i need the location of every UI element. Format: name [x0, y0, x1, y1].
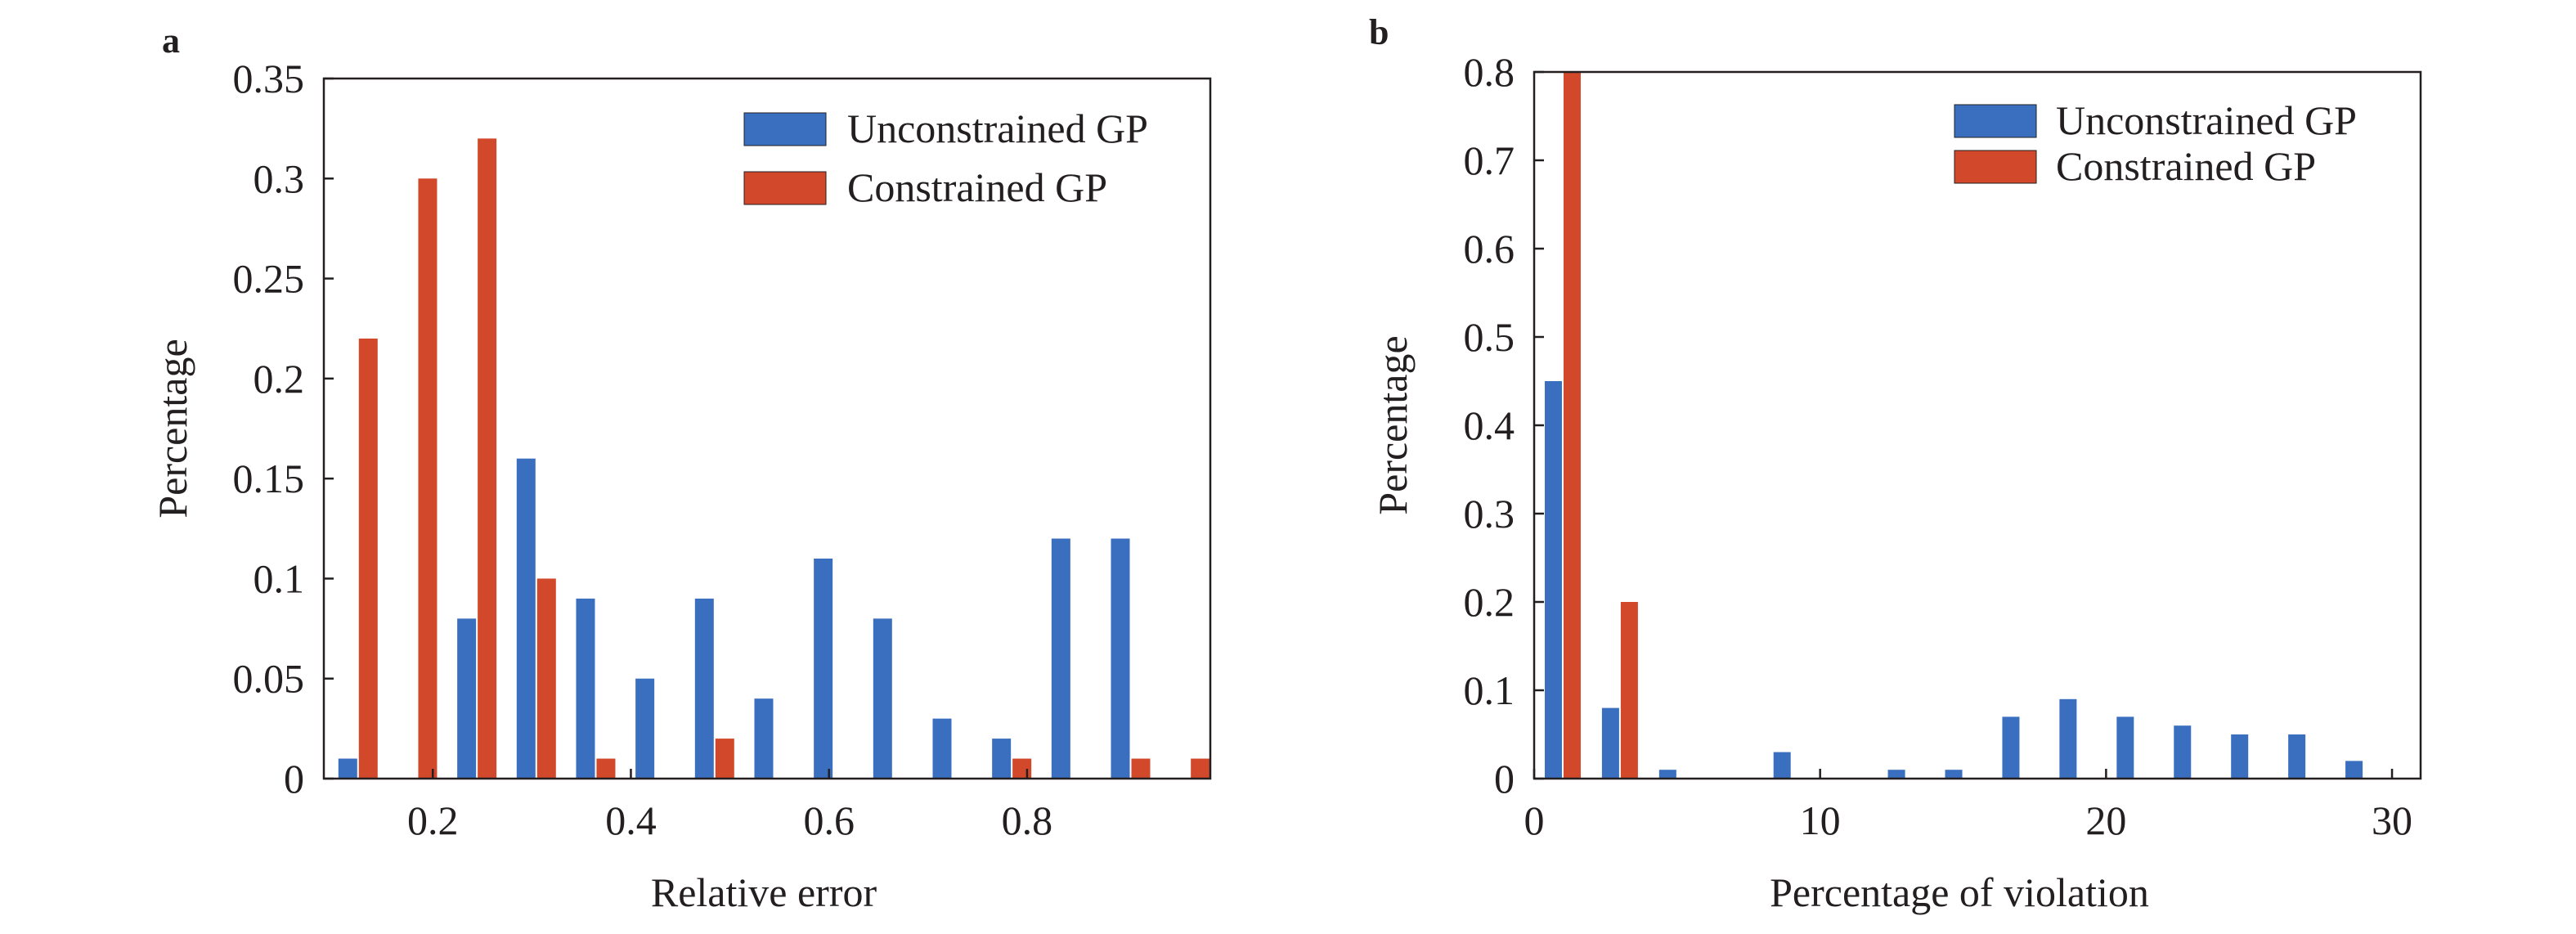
bar-unconstrained — [1601, 707, 1619, 779]
legend-label-unconstrained: Unconstrained GP — [2056, 97, 2357, 143]
panel-a-letter: a — [162, 20, 180, 61]
bar-constrained — [1012, 758, 1032, 779]
bar-unconstrained — [694, 598, 714, 779]
x-tick-label: 10 — [1800, 797, 1841, 843]
panel-a-chart: a Percentage Relative error 0 0.05 0.1 0.15… — [150, 20, 1212, 915]
bar-unconstrained — [1111, 538, 1130, 779]
panel-a-plot-frame — [322, 77, 1212, 780]
panel-a-legend: Unconstrained GP Constrained GP — [743, 106, 1148, 210]
bar-unconstrained — [1051, 538, 1070, 779]
bar-unconstrained — [457, 618, 477, 779]
bar-constrained — [536, 578, 556, 779]
bar-unconstrained — [992, 739, 1012, 779]
legend-label-unconstrained: Unconstrained GP — [847, 106, 1148, 151]
y-tick-label: 0.5 — [1464, 314, 1515, 360]
bar-unconstrained — [2345, 761, 2363, 779]
x-tick-label: 0.4 — [605, 797, 657, 843]
y-tick-label: 0.3 — [254, 155, 305, 201]
x-tick-label: 30 — [2372, 797, 2412, 843]
panel-b-bars — [1544, 72, 2363, 779]
panel-b-ticks: 0 0.1 0.2 0.3 0.4 0.5 0.6 0.7 0.8 0 10 20 30 — [1464, 49, 2413, 843]
panel-a-ticks: 0 0.05 0.1 0.15 0.2 0.25 0.3 0.35 0.2 0.4 0.6 0.8 — [233, 56, 1053, 843]
bar-unconstrained — [873, 618, 892, 779]
panel-b-letter: b — [1369, 12, 1389, 52]
legend-label-constrained: Constrained GP — [2056, 143, 2316, 189]
bar-unconstrained — [932, 718, 952, 779]
y-tick-label: 0.25 — [233, 256, 305, 302]
bar-unconstrained — [2002, 716, 2020, 779]
panel-b-ylabel: Percentage — [1370, 335, 1416, 514]
y-tick-label: 0 — [1494, 756, 1515, 802]
bar-unconstrained — [2288, 734, 2306, 779]
legend-swatch-constrained — [1954, 150, 2037, 184]
bar-unconstrained — [1544, 381, 1562, 779]
bar-unconstrained — [1945, 770, 1963, 779]
bar-unconstrained — [516, 458, 536, 779]
bar-constrained — [596, 758, 616, 779]
x-tick-label: 0.2 — [407, 797, 459, 843]
y-tick-label: 0.2 — [1464, 579, 1515, 625]
legend-swatch-unconstrained — [743, 112, 827, 146]
panel-a-xlabel: Relative error — [651, 869, 877, 915]
y-tick-label: 0.1 — [1464, 667, 1515, 713]
bar-unconstrained — [2174, 725, 2192, 779]
panel-b-chart: b Percentage Percentage of violation 0 0.… — [1369, 12, 2422, 915]
bar-constrained — [418, 178, 438, 779]
legend-label-constrained: Constrained GP — [847, 164, 1107, 210]
bar-constrained — [478, 138, 497, 779]
bar-unconstrained — [635, 678, 655, 779]
bar-unconstrained — [2231, 734, 2249, 779]
bar-unconstrained — [576, 598, 595, 779]
y-tick-label: 0.8 — [1464, 49, 1515, 95]
bar-constrained — [358, 338, 378, 779]
bar-constrained — [1191, 758, 1210, 779]
y-tick-label: 0.35 — [233, 56, 305, 101]
y-tick-label: 0.05 — [233, 656, 305, 702]
legend-swatch-unconstrained — [1954, 104, 2037, 138]
bar-unconstrained — [2116, 716, 2134, 779]
bar-constrained — [715, 739, 734, 779]
bar-constrained — [1563, 72, 1581, 779]
y-tick-label: 0.7 — [1464, 137, 1515, 183]
panel-a-bars — [338, 138, 1210, 779]
x-tick-label: 0 — [1524, 797, 1545, 843]
y-tick-label: 0 — [284, 756, 304, 802]
y-tick-label: 0.1 — [254, 555, 305, 601]
x-tick-label: 0.6 — [803, 797, 855, 843]
bar-unconstrained — [754, 698, 774, 779]
y-tick-label: 0.6 — [1464, 226, 1515, 272]
panel-b-xlabel: Percentage of violation — [1770, 869, 2149, 915]
x-tick-label: 0.8 — [1002, 797, 1053, 843]
panel-a-ylabel: Percentage — [150, 339, 195, 518]
y-tick-label: 0.3 — [1464, 491, 1515, 537]
x-tick-label: 20 — [2085, 797, 2126, 843]
bar-constrained — [1131, 758, 1151, 779]
bar-unconstrained — [1658, 770, 1676, 779]
bar-constrained — [1620, 602, 1638, 779]
bar-unconstrained — [1887, 770, 1905, 779]
bar-unconstrained — [2059, 698, 2077, 779]
y-tick-label: 0.2 — [254, 356, 305, 402]
y-tick-label: 0.4 — [1464, 402, 1515, 448]
bar-unconstrained — [1773, 752, 1791, 779]
legend-swatch-constrained — [743, 171, 827, 205]
panel-b-legend: Unconstrained GP Constrained GP — [1954, 97, 2357, 189]
bar-unconstrained — [338, 758, 357, 779]
bar-unconstrained — [814, 558, 833, 779]
y-tick-label: 0.15 — [233, 456, 305, 501]
